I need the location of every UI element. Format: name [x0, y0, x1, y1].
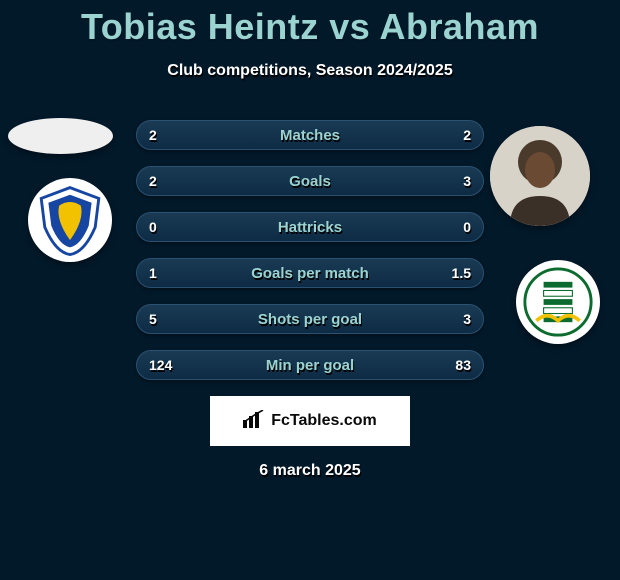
stat-label: Goals per match	[251, 265, 369, 282]
stat-p1: 0	[149, 213, 157, 241]
player2-crest	[516, 260, 600, 344]
stat-row-matches: 2 Matches 2	[136, 120, 484, 150]
stat-p2: 1.5	[452, 259, 471, 287]
stat-p2: 3	[463, 167, 471, 195]
stat-row-shots-per-goal: 5 Shots per goal 3	[136, 304, 484, 334]
stat-row-goals-per-match: 1 Goals per match 1.5	[136, 258, 484, 288]
stat-p2: 83	[455, 351, 471, 379]
person-icon	[490, 126, 590, 226]
stat-p2: 2	[463, 121, 471, 149]
stat-p1: 5	[149, 305, 157, 333]
page-title: Tobias Heintz vs Abraham	[0, 0, 620, 48]
stat-p1: 2	[149, 121, 157, 149]
stat-p1: 124	[149, 351, 172, 379]
subtitle: Club competitions, Season 2024/2025	[0, 62, 620, 80]
stat-p2: 0	[463, 213, 471, 241]
stat-p2: 3	[463, 305, 471, 333]
stat-label: Hattricks	[278, 219, 342, 236]
stat-label: Min per goal	[266, 357, 354, 374]
watermark-text: FcTables.com	[271, 412, 377, 430]
player1-avatar	[8, 118, 113, 154]
stat-row-goals: 2 Goals 3	[136, 166, 484, 196]
stat-row-min-per-goal: 124 Min per goal 83	[136, 350, 484, 380]
stat-row-hattricks: 0 Hattricks 0	[136, 212, 484, 242]
shield-icon	[34, 184, 106, 256]
stats-block: 2 Matches 2 2 Goals 3 0 Hattricks 0 1 Go…	[136, 120, 484, 380]
chart-icon	[243, 410, 265, 433]
badge-icon	[522, 266, 594, 338]
player1-crest	[28, 178, 112, 262]
date: 6 march 2025	[0, 462, 620, 480]
stat-label: Goals	[289, 173, 331, 190]
watermark: FcTables.com	[210, 396, 410, 446]
stat-p1: 2	[149, 167, 157, 195]
stat-label: Matches	[280, 127, 340, 144]
stat-label: Shots per goal	[258, 311, 362, 328]
stat-p1: 1	[149, 259, 157, 287]
player2-avatar	[490, 126, 590, 226]
